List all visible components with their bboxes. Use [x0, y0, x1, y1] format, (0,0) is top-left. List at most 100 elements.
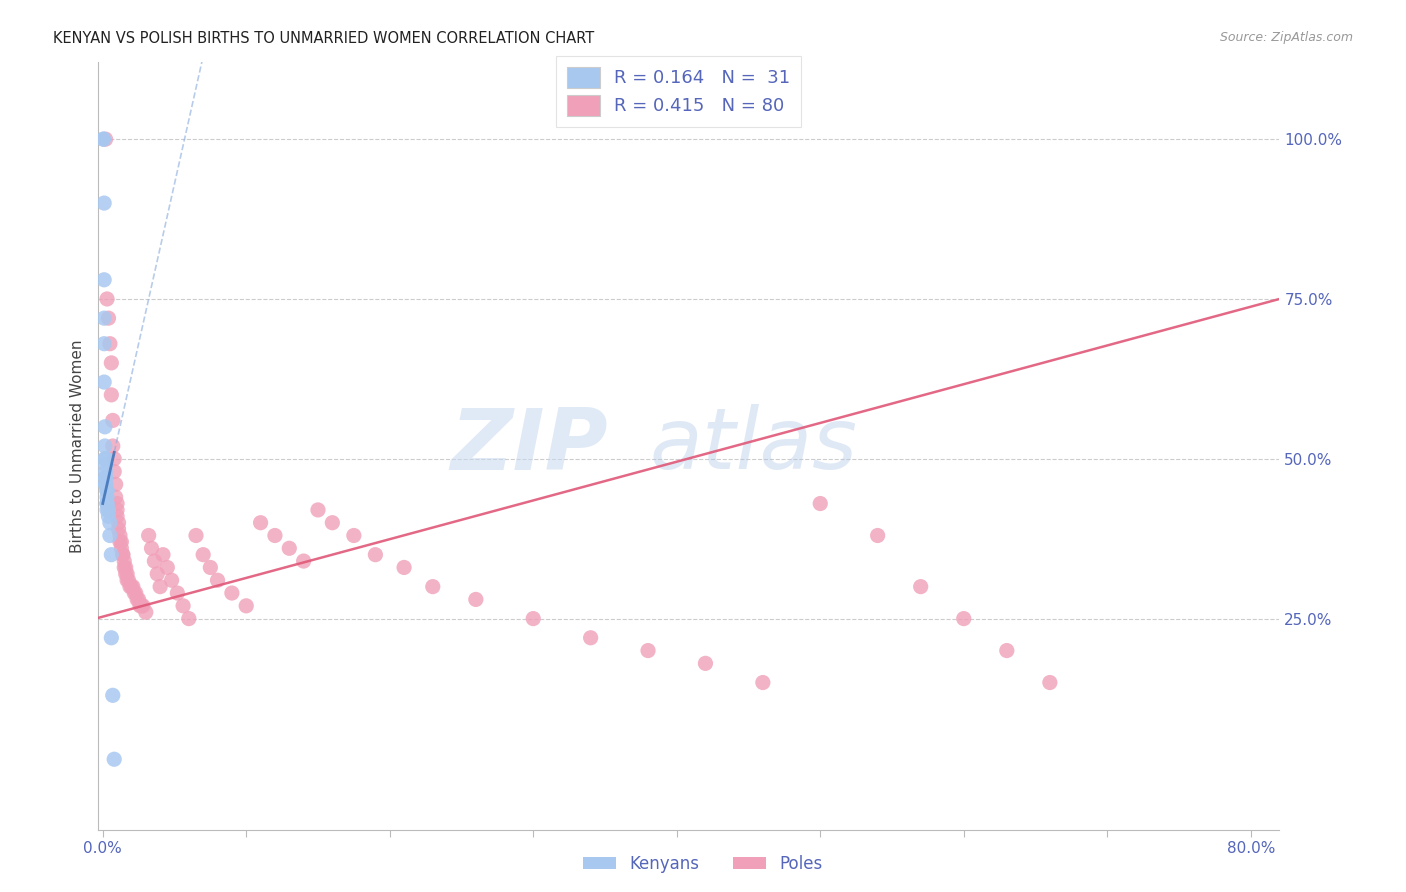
- Point: [96, 483, 118, 498]
- Point: [866, 528, 889, 542]
- Point: [166, 586, 188, 600]
- Point: [422, 580, 444, 594]
- Point: [235, 599, 257, 613]
- Point: [143, 554, 166, 568]
- Point: [103, 451, 125, 466]
- Point: [114, 566, 136, 581]
- Point: [111, 548, 134, 562]
- Y-axis label: Births to Unmarried Women: Births to Unmarried Women: [69, 339, 84, 553]
- Point: [96, 503, 118, 517]
- Point: [93, 196, 115, 211]
- Point: [108, 534, 131, 549]
- Point: [105, 503, 128, 517]
- Point: [101, 689, 124, 703]
- Point: [321, 516, 343, 530]
- Point: [105, 509, 128, 524]
- Point: [131, 599, 153, 613]
- Legend: R = 0.164   N =  31, R = 0.415   N = 80: R = 0.164 N = 31, R = 0.415 N = 80: [557, 56, 801, 127]
- Point: [141, 541, 163, 556]
- Point: [96, 483, 118, 498]
- Point: [110, 534, 132, 549]
- Text: ZIP: ZIP: [451, 404, 609, 488]
- Point: [96, 496, 118, 510]
- Point: [98, 516, 121, 530]
- Point: [101, 439, 124, 453]
- Point: [108, 528, 131, 542]
- Point: [124, 586, 146, 600]
- Point: [808, 496, 831, 510]
- Point: [103, 465, 125, 479]
- Point: [114, 560, 136, 574]
- Point: [129, 599, 152, 613]
- Point: [249, 516, 271, 530]
- Point: [637, 643, 659, 657]
- Point: [93, 132, 115, 146]
- Point: [125, 586, 148, 600]
- Point: [94, 451, 117, 466]
- Point: [94, 458, 117, 473]
- Point: [160, 573, 183, 587]
- Point: [118, 580, 141, 594]
- Point: [104, 477, 127, 491]
- Point: [264, 528, 287, 542]
- Point: [93, 311, 115, 326]
- Point: [995, 643, 1018, 657]
- Point: [120, 580, 142, 594]
- Point: [100, 631, 122, 645]
- Point: [96, 490, 118, 504]
- Text: Source: ZipAtlas.com: Source: ZipAtlas.com: [1219, 31, 1353, 45]
- Point: [93, 132, 115, 146]
- Point: [97, 503, 120, 517]
- Point: [100, 356, 122, 370]
- Point: [103, 752, 125, 766]
- Point: [910, 580, 932, 594]
- Point: [177, 612, 200, 626]
- Point: [94, 471, 117, 485]
- Point: [107, 522, 129, 536]
- Point: [392, 560, 415, 574]
- Point: [128, 592, 150, 607]
- Point: [172, 599, 194, 613]
- Point: [94, 471, 117, 485]
- Point: [343, 528, 366, 542]
- Point: [96, 292, 118, 306]
- Point: [98, 336, 121, 351]
- Point: [221, 586, 243, 600]
- Point: [193, 548, 215, 562]
- Point: [127, 592, 149, 607]
- Point: [96, 496, 118, 510]
- Point: [101, 413, 124, 427]
- Point: [156, 560, 179, 574]
- Point: [292, 554, 315, 568]
- Point: [121, 580, 143, 594]
- Point: [94, 419, 117, 434]
- Point: [522, 612, 544, 626]
- Point: [112, 554, 135, 568]
- Point: [94, 477, 117, 491]
- Point: [93, 336, 115, 351]
- Point: [135, 605, 157, 619]
- Point: [94, 132, 117, 146]
- Point: [97, 509, 120, 524]
- Text: KENYAN VS POLISH BIRTHS TO UNMARRIED WOMEN CORRELATION CHART: KENYAN VS POLISH BIRTHS TO UNMARRIED WOM…: [53, 31, 595, 46]
- Point: [111, 548, 134, 562]
- Point: [110, 541, 132, 556]
- Point: [952, 612, 974, 626]
- Point: [107, 516, 129, 530]
- Point: [149, 580, 172, 594]
- Point: [152, 548, 174, 562]
- Point: [146, 566, 169, 581]
- Point: [98, 528, 121, 542]
- Point: [364, 548, 387, 562]
- Point: [752, 675, 775, 690]
- Point: [97, 311, 120, 326]
- Point: [115, 573, 138, 587]
- Point: [117, 573, 139, 587]
- Point: [100, 548, 122, 562]
- Point: [93, 273, 115, 287]
- Point: [94, 439, 117, 453]
- Point: [464, 592, 486, 607]
- Point: [112, 560, 135, 574]
- Point: [579, 631, 602, 645]
- Point: [115, 566, 138, 581]
